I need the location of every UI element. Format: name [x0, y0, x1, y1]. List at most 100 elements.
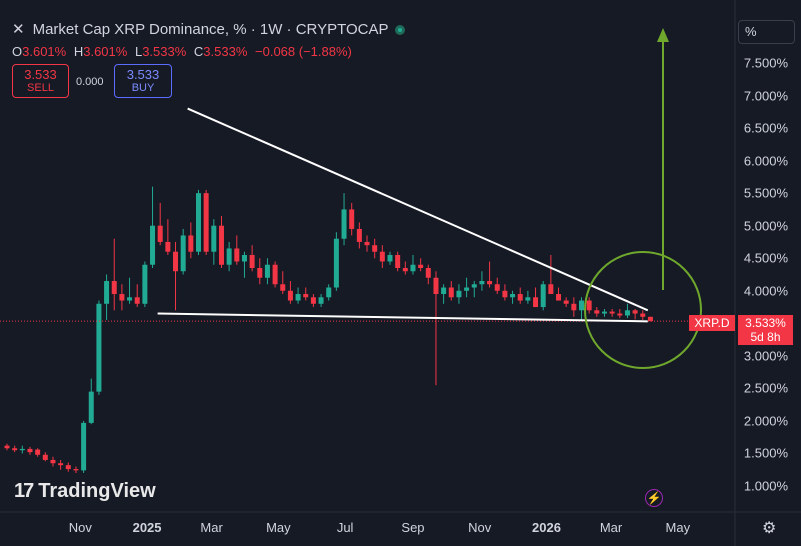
candle-body	[157, 225, 163, 242]
lower-trendline	[157, 312, 648, 323]
candle-body	[303, 294, 309, 298]
chart-legend-title: ✕ Market Cap XRP Dominance, % · 1W · CRYP…	[12, 20, 405, 38]
candle-body	[640, 313, 646, 317]
candle-body	[471, 284, 477, 288]
upper-trendline	[187, 107, 649, 312]
price-axis-tick: 1.000%	[743, 478, 788, 494]
candle-body	[395, 254, 401, 268]
candle-body	[448, 287, 454, 298]
bar-countdown: 5d 8h	[750, 330, 781, 344]
open-value: 3.601%	[22, 44, 67, 59]
price-axis-tick: 2.000%	[743, 413, 788, 429]
price-axis-tick: 5.500%	[743, 185, 788, 201]
time-axis-tick: Mar	[599, 520, 623, 535]
high-label: H	[73, 44, 84, 59]
candle-body	[310, 297, 316, 304]
candle-body	[264, 264, 270, 278]
candle-body	[433, 277, 439, 295]
candle-body	[234, 248, 240, 262]
tradingview-logo-icon: 17	[14, 480, 34, 502]
candle-body	[134, 297, 140, 304]
ohlc-values: O3.601% H3.601% L3.533% C3.533% −0.068 (…	[12, 44, 356, 59]
time-axis-tick: Jul	[336, 520, 354, 535]
sell-label: SELL	[27, 82, 54, 94]
candle-body	[257, 267, 263, 278]
candle-body	[510, 294, 516, 298]
candle-body	[647, 316, 653, 322]
tradingview-logo[interactable]: 17 TradingView	[14, 480, 156, 503]
candle-body	[502, 290, 508, 298]
candle-body	[218, 225, 224, 265]
candle-body	[241, 254, 247, 262]
candle-body	[601, 311, 607, 314]
candle-body	[65, 465, 71, 470]
annotation-circle	[584, 251, 702, 369]
time-axis-tick: 2026	[532, 520, 561, 535]
candle-body	[571, 303, 577, 311]
candle-body	[525, 297, 531, 301]
candle-body	[318, 297, 324, 304]
time-axis-tick: Mar	[200, 520, 223, 535]
symbol-title[interactable]: Market Cap XRP Dominance, % · 1W · CRYPT…	[32, 21, 389, 38]
market-status-icon	[394, 25, 405, 36]
time-axis-tick: Nov	[68, 520, 92, 535]
time-axis-tick: 2025	[132, 520, 162, 535]
candle-body	[517, 294, 523, 301]
candle-body	[425, 267, 431, 278]
candle-body	[333, 238, 339, 288]
candle-body	[142, 264, 148, 304]
candle-body	[226, 248, 232, 265]
price-axis-tick: 2.500%	[743, 380, 788, 396]
price-axis-tick: 4.000%	[743, 283, 788, 299]
tradingview-logo-text: TradingView	[38, 480, 156, 502]
candle-body	[42, 454, 48, 460]
candle-body	[479, 281, 485, 285]
candle-body	[111, 281, 117, 295]
candle-body	[295, 294, 301, 301]
price-axis-tick: 6.500%	[743, 120, 788, 136]
candle-body	[624, 310, 630, 316]
candle-body	[632, 310, 638, 314]
candle-body	[579, 300, 584, 311]
candle-body	[27, 448, 33, 453]
candle-body	[188, 235, 194, 252]
candle-body	[402, 267, 408, 272]
candle-body	[594, 310, 600, 314]
candle-body	[464, 287, 470, 291]
candle-body	[180, 235, 186, 272]
price-axis-tick: 7.000%	[743, 88, 788, 104]
close-icon[interactable]: ✕	[12, 21, 25, 38]
candle-body	[119, 294, 125, 301]
percent-scale-button[interactable]: %	[738, 20, 795, 44]
candle-body	[35, 449, 41, 455]
last-price-tag: 3.533% 5d 8h	[738, 315, 793, 345]
candle-body	[272, 264, 278, 285]
candle-body	[96, 303, 102, 392]
candle-body	[81, 422, 87, 471]
candle-body	[418, 264, 424, 268]
candle-body	[196, 193, 201, 252]
candle-body	[211, 225, 217, 252]
candle-body	[356, 228, 362, 242]
candle-body	[533, 297, 539, 308]
bolt-icon[interactable]: ⚡	[645, 489, 663, 507]
high-value: 3.601%	[83, 44, 128, 59]
price-axis-tick: 3.000%	[743, 348, 788, 364]
candle-body	[12, 448, 18, 451]
time-axis-tick: May	[266, 520, 291, 535]
settings-icon[interactable]: ⚙	[762, 520, 777, 537]
buy-label: BUY	[131, 82, 155, 94]
candle-body	[165, 241, 171, 252]
price-axis-tick: 5.000%	[743, 218, 788, 234]
candle-body	[387, 254, 393, 262]
candle-body	[203, 193, 209, 252]
sell-button[interactable]: 3.533 SELL	[12, 64, 69, 98]
change-value: −0.068 (−1.88%)	[255, 44, 352, 59]
time-axis-tick: Nov	[468, 520, 492, 535]
candle-body	[487, 281, 493, 285]
candle-body	[50, 459, 56, 464]
buy-button[interactable]: 3.533 BUY	[114, 64, 172, 98]
candle-body	[280, 284, 286, 291]
candle-body	[441, 287, 447, 295]
